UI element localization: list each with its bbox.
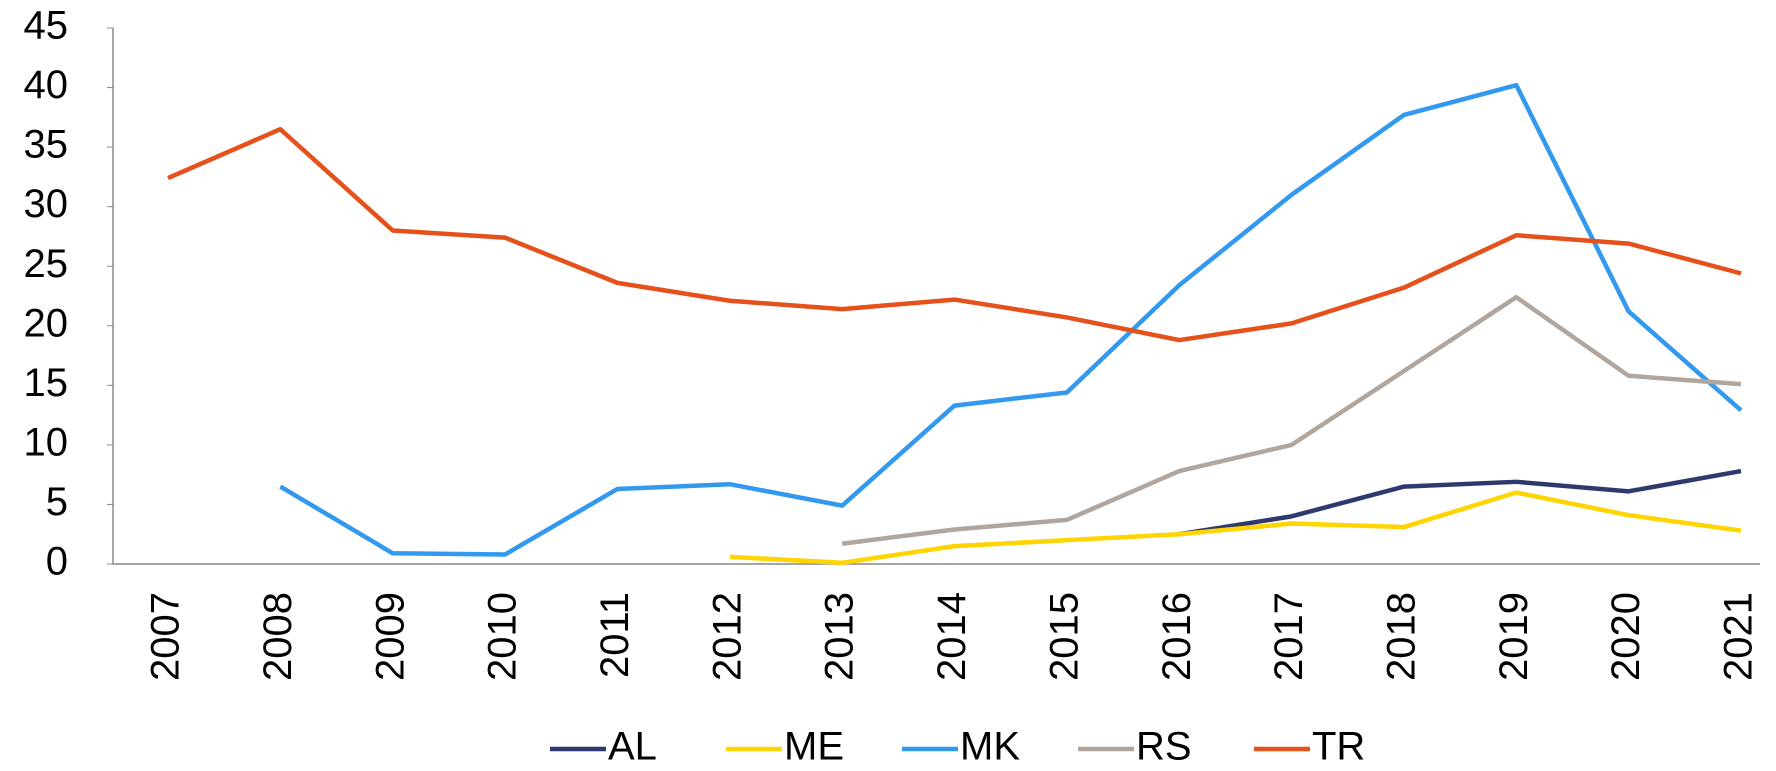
x-tick-label: 2011 [593,592,637,678]
y-tick-label: 0 [46,540,68,584]
x-tick-label: 2012 [705,592,749,681]
y-tick-label: 35 [24,123,69,167]
x-tick-label: 2015 [1042,592,1086,681]
legend-label: MK [960,725,1020,769]
y-tick-label: 20 [24,301,69,345]
legend-label: AL [608,725,657,769]
line-series [1178,468,1742,537]
line-series [279,82,1743,557]
x-tick-label: 2021 [1717,592,1761,681]
x-tick-label: 2010 [481,592,525,681]
legend-label: TR [1312,725,1365,769]
x-tick-label: 2009 [368,592,412,681]
y-tick-label: 5 [46,480,68,524]
legend-label: RS [1136,725,1192,769]
x-tick-label: 2014 [930,592,974,681]
y-tick-label: 25 [24,242,69,286]
y-tick-label: 10 [24,420,69,464]
y-tick-label: 30 [24,182,69,226]
y-tick-label: 15 [24,361,69,405]
line-series [729,490,1742,566]
legend-label: ME [784,725,844,769]
x-tick-label: 2019 [1492,592,1536,681]
x-tick-label: 2008 [256,592,300,681]
x-tick-label: 2007 [144,592,188,681]
line-series [167,126,1742,343]
x-tick-label: 2018 [1379,592,1423,681]
x-tick-label: 2013 [818,592,862,681]
y-tick-label: 45 [24,4,69,48]
line-series [841,294,1742,546]
x-tick-label: 2017 [1267,592,1311,681]
y-tick-label: 40 [24,63,69,107]
x-tick-label: 2016 [1155,592,1199,681]
x-tick-label: 2020 [1604,592,1648,681]
